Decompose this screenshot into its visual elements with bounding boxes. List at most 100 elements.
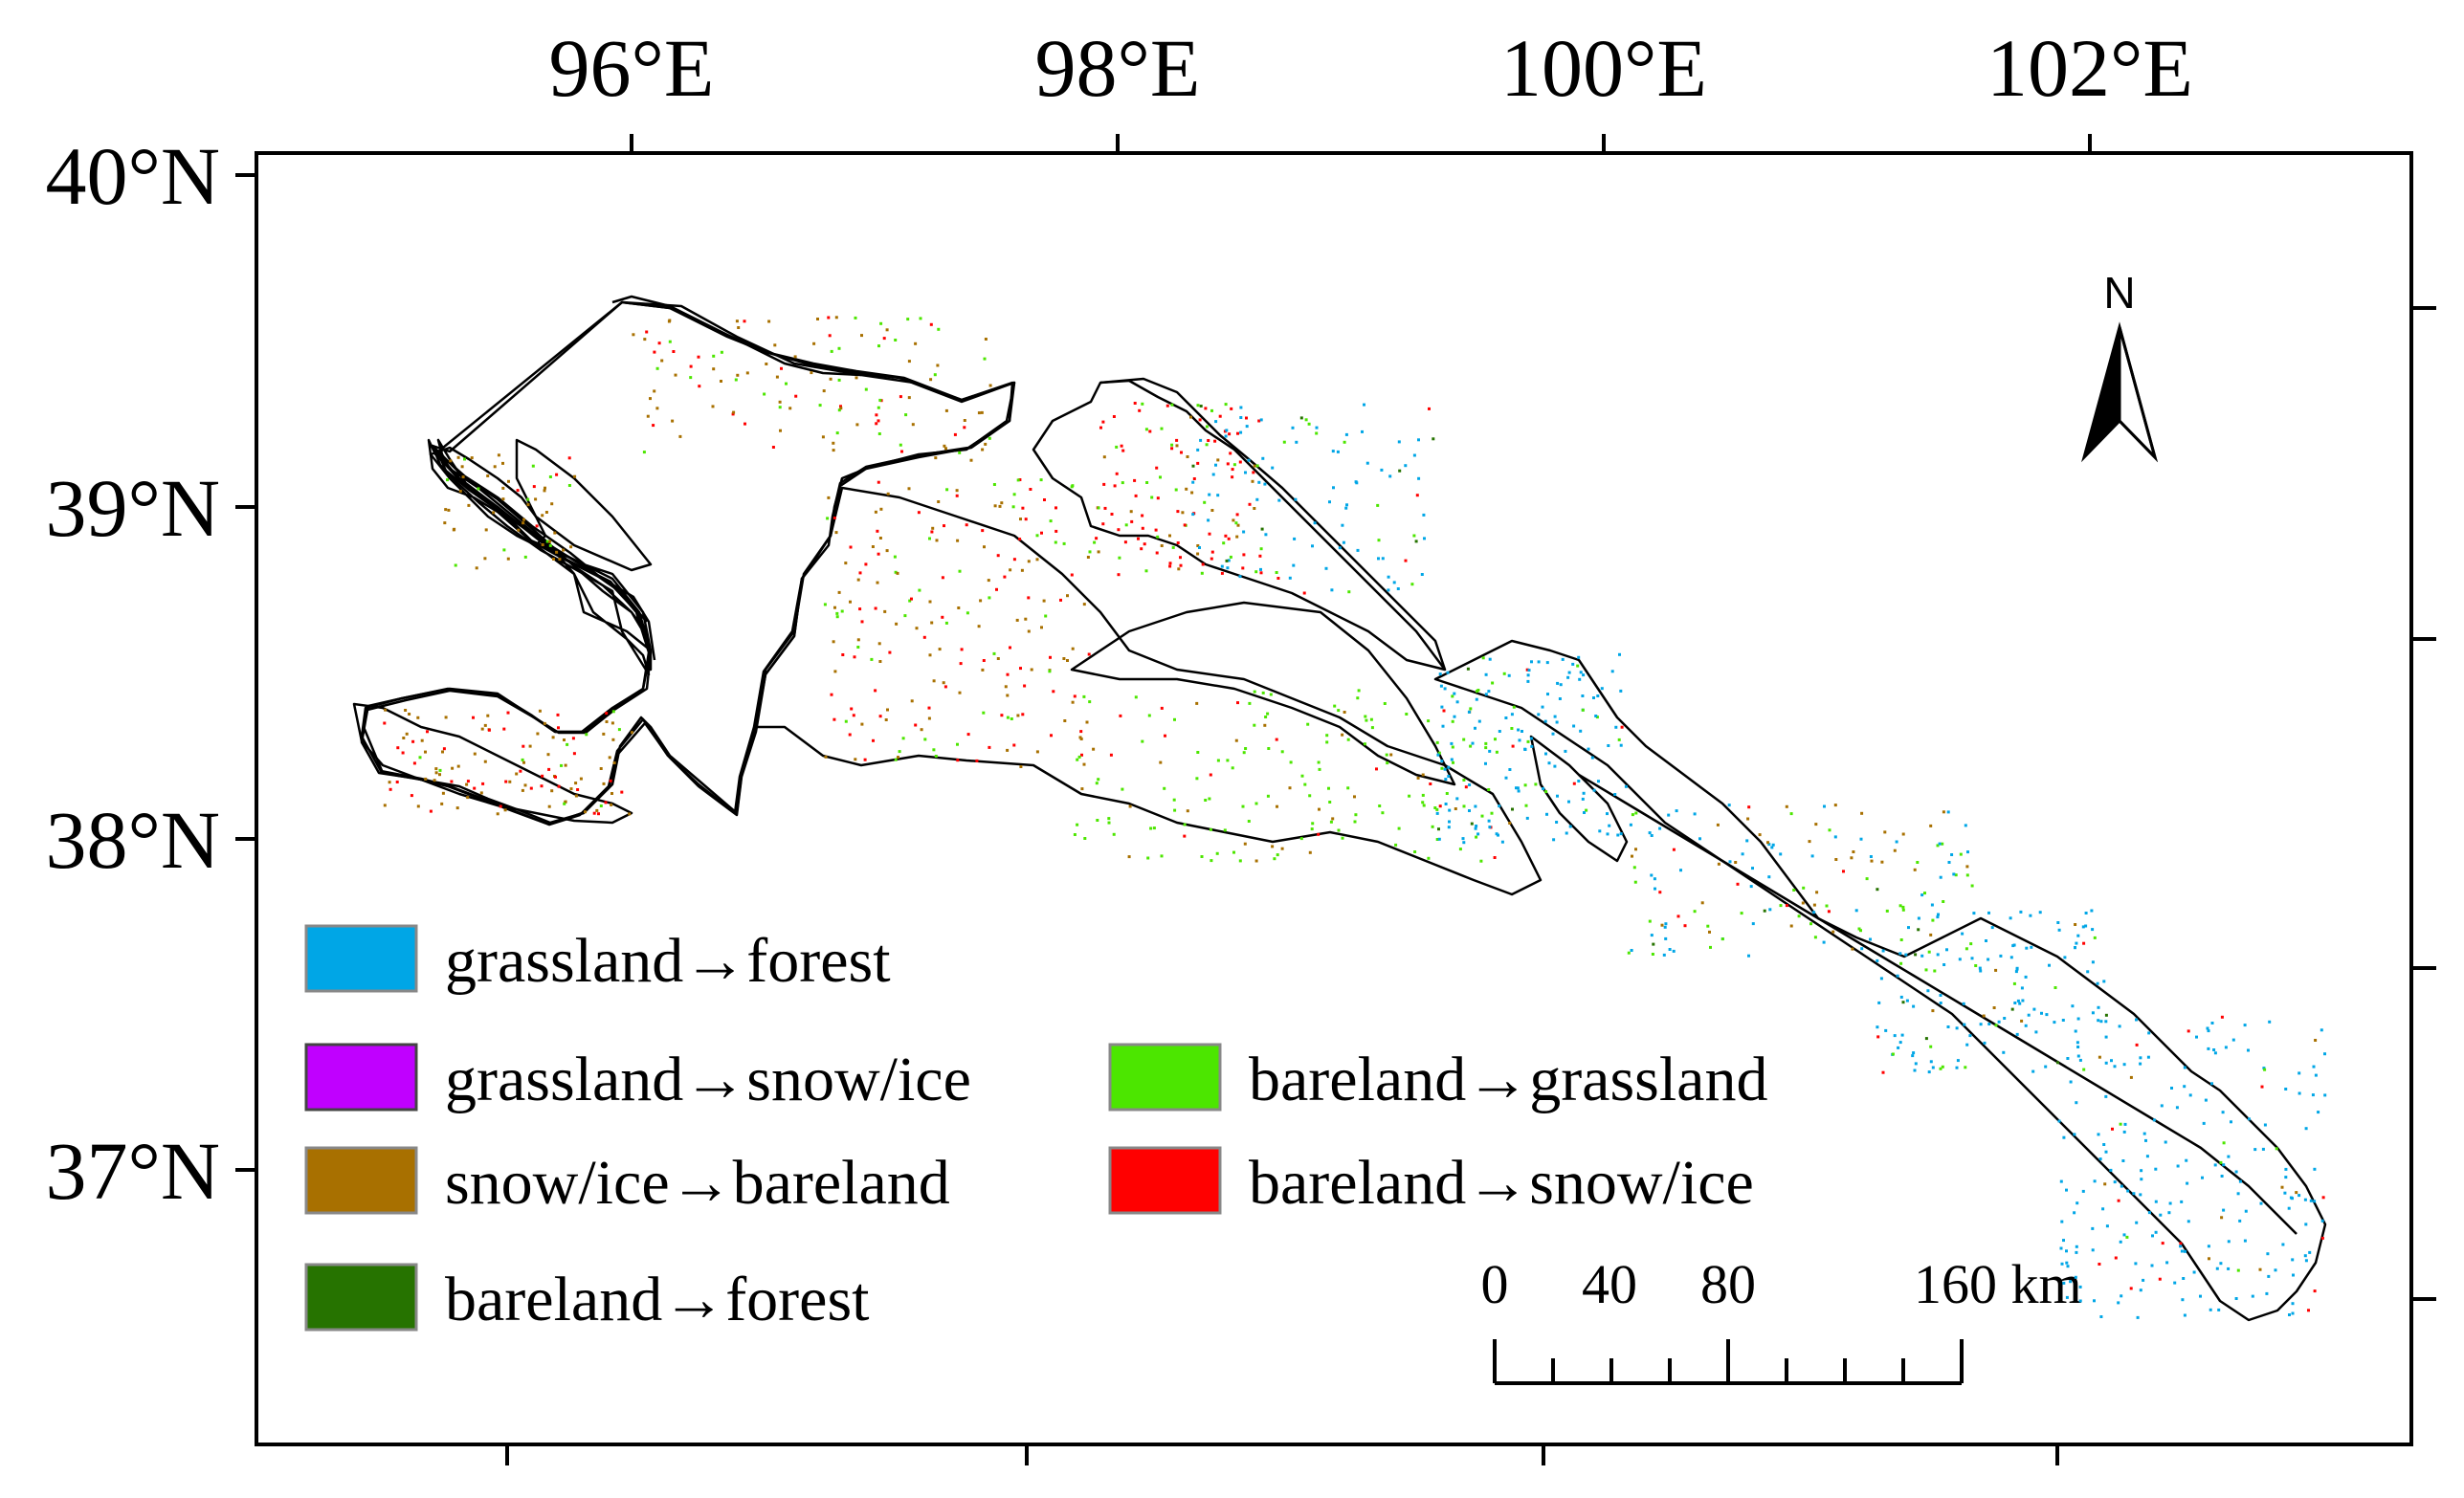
change-pixel — [839, 407, 843, 410]
change-pixel — [508, 780, 512, 783]
change-pixel — [2185, 1158, 2188, 1162]
change-pixel — [1879, 977, 1883, 980]
north-arrow: N — [2081, 268, 2158, 463]
change-pixel — [1344, 506, 1348, 510]
change-pixel — [1693, 812, 1697, 816]
change-pixel — [1160, 427, 1164, 430]
change-pixel — [1768, 908, 1772, 912]
change-pixel — [1936, 915, 1940, 919]
change-pixel — [1484, 693, 1488, 696]
change-pixel — [1421, 801, 1425, 804]
change-pixel — [1224, 403, 1228, 407]
change-pixel — [2303, 1198, 2307, 1201]
change-pixel — [1901, 905, 1905, 909]
change-pixel — [2165, 1261, 2169, 1265]
change-pixel — [1388, 474, 1392, 478]
change-pixel — [2142, 1278, 2145, 1282]
change-pixel — [1152, 826, 1156, 830]
change-pixel — [1543, 719, 1547, 723]
change-pixel — [2284, 1176, 2288, 1179]
change-pixel — [941, 576, 944, 580]
change-pixel — [1555, 720, 1559, 724]
change-pixel — [1831, 930, 1835, 934]
change-pixel — [1253, 723, 1256, 727]
change-pixel — [884, 718, 888, 721]
change-pixel — [1477, 719, 1481, 723]
change-pixel — [2040, 1011, 2043, 1015]
change-pixel — [424, 750, 427, 754]
change-pixel — [543, 721, 546, 725]
change-pixel — [886, 708, 889, 712]
change-pixel — [1302, 591, 1306, 595]
change-pixel — [860, 722, 864, 726]
change-pixel — [1080, 753, 1083, 757]
change-pixel — [1441, 724, 1445, 728]
change-pixel — [2081, 1189, 2085, 1193]
change-pixel — [1911, 1054, 1915, 1058]
change-pixel — [1259, 571, 1263, 575]
change-pixel — [2320, 1028, 2323, 1032]
change-pixel — [2244, 1209, 2248, 1213]
change-pixel — [2236, 1192, 2240, 1196]
change-pixel — [996, 554, 1000, 558]
change-pixel — [2291, 1258, 2295, 1262]
change-pixel — [1747, 954, 1750, 958]
change-pixel — [1172, 798, 1176, 802]
change-pixel — [1247, 820, 1251, 823]
change-pixel — [1435, 740, 1439, 744]
change-pixel — [1583, 811, 1586, 814]
change-pixel — [1168, 564, 1172, 568]
change-pixel — [2003, 1017, 2007, 1020]
change-pixel — [620, 790, 624, 794]
change-pixel — [2076, 1046, 2080, 1048]
change-pixel — [934, 755, 938, 758]
change-pixel — [1451, 694, 1454, 698]
change-pixel — [450, 780, 454, 783]
change-pixel — [2188, 1093, 2192, 1097]
change-pixel — [780, 366, 783, 370]
change-pixel — [567, 484, 571, 487]
change-pixel — [1618, 652, 1621, 656]
change-pixel — [1812, 911, 1816, 914]
change-pixel — [872, 738, 875, 742]
change-pixel — [1698, 837, 1701, 841]
change-pixel — [829, 377, 832, 381]
change-pixel — [1048, 670, 1052, 673]
change-pixel — [1508, 768, 1512, 771]
change-pixel — [1516, 786, 1520, 790]
change-pixel — [2071, 1004, 2075, 1008]
change-pixel — [2091, 928, 2095, 932]
change-pixel — [1258, 554, 1262, 558]
change-pixel — [1415, 494, 1419, 497]
legend-swatch-snow-bareland — [304, 1146, 418, 1215]
change-pixel — [1437, 837, 1441, 841]
change-pixel — [1040, 626, 1043, 629]
change-pixel — [1338, 546, 1342, 550]
change-pixel — [1523, 747, 1527, 751]
change-pixel — [1346, 786, 1350, 790]
change-pixel — [566, 742, 569, 746]
change-pixel — [1885, 909, 1889, 913]
change-pixel — [1876, 958, 1879, 962]
change-pixel — [569, 545, 573, 549]
change-pixel — [671, 419, 675, 423]
change-pixel — [1003, 575, 1007, 579]
change-pixel — [1511, 744, 1515, 748]
change-pixel — [2187, 1220, 2190, 1223]
change-pixel — [1899, 938, 1903, 941]
change-pixel — [830, 349, 833, 353]
change-pixel — [2304, 1127, 2308, 1131]
change-pixel — [1370, 726, 1374, 730]
change-pixel — [1440, 705, 1444, 709]
change-pixel — [2093, 936, 2097, 939]
change-pixel — [1877, 1001, 1881, 1004]
change-pixel — [1337, 709, 1341, 713]
change-pixel — [1716, 823, 1720, 826]
change-pixel — [2154, 1230, 2158, 1234]
change-pixel — [1462, 804, 1466, 808]
change-pixel — [1273, 857, 1276, 861]
change-pixel — [2179, 1242, 2183, 1245]
change-pixel — [988, 436, 991, 440]
change-pixel — [1397, 440, 1401, 444]
change-pixel — [1353, 820, 1357, 824]
